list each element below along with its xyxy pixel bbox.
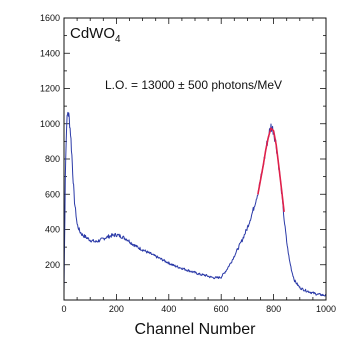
x-tick-label: 200: [109, 304, 124, 314]
y-tick-label: 1400: [40, 48, 60, 58]
x-tick-label: 800: [266, 304, 281, 314]
series-layer: [63, 111, 327, 297]
y-tick-label: 600: [45, 189, 60, 199]
chart-title-subscript: 4: [115, 34, 121, 45]
x-tick-label: 600: [214, 304, 229, 314]
y-tick-label: 800: [45, 154, 60, 164]
chart-title: CdWO4: [70, 25, 121, 45]
light-output-annotation: L.O. = 13000 ± 500 photons/MeV: [105, 78, 282, 92]
y-tick-label: 1200: [40, 84, 60, 94]
y-tick-label: 1000: [40, 119, 60, 129]
plot-border: [63, 17, 327, 301]
x-tick-label: 1000: [316, 304, 336, 314]
ticks-layer: 0 200 400 600 800 1000 200 400 600 800 1000 1200 140…: [40, 13, 336, 314]
x-tick-label: 0: [61, 304, 66, 314]
x-tick-label: 400: [161, 304, 176, 314]
x-axis-label: Channel Number: [135, 321, 257, 338]
gaussian-fit-line: [257, 127, 285, 212]
y-tick-label: 1600: [40, 13, 60, 23]
y-tick-label: 200: [45, 260, 60, 270]
y-tick-label: 400: [45, 225, 60, 235]
chart-title-main: CdWO: [70, 25, 115, 42]
